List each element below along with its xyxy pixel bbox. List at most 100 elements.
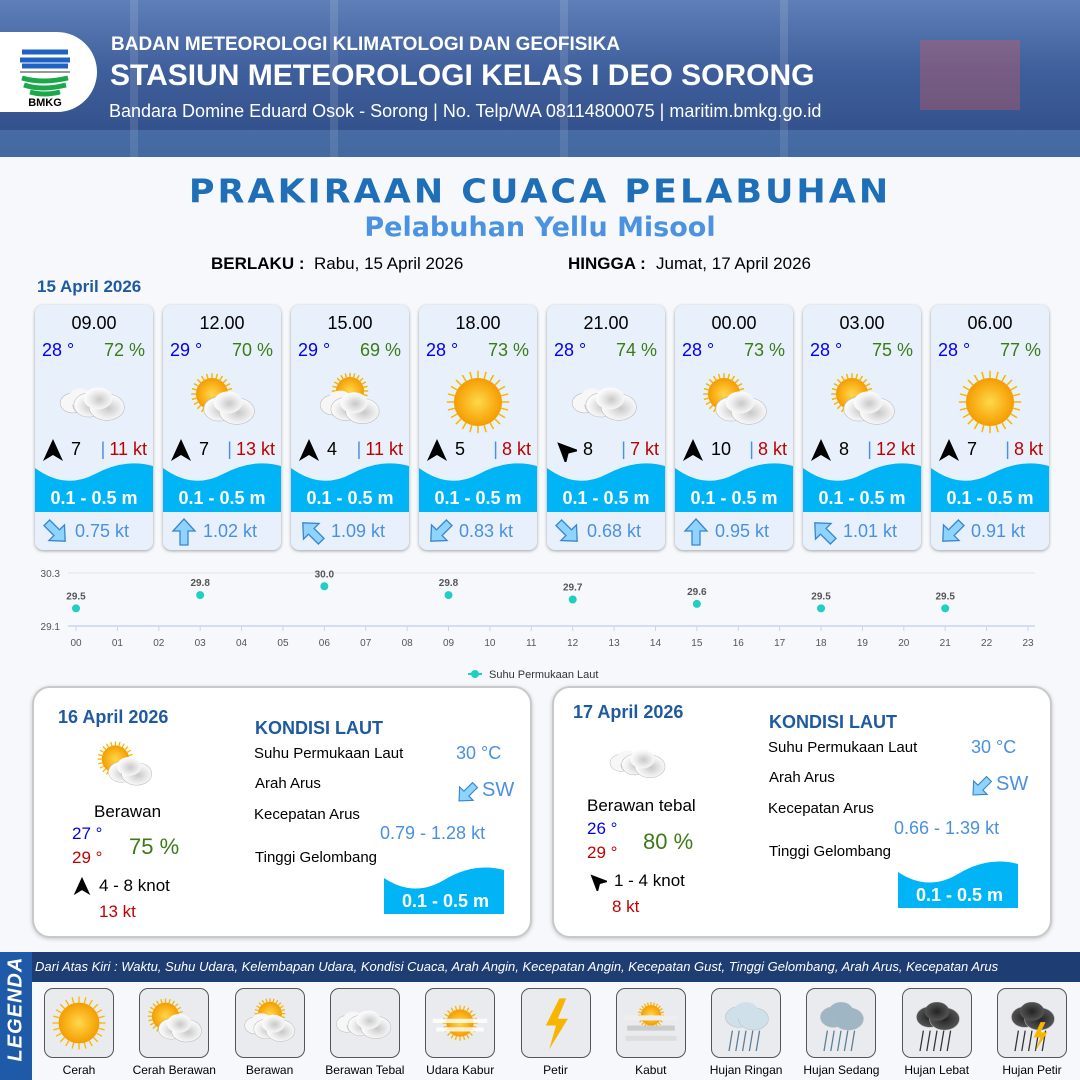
x-tick-label: 19: [857, 638, 869, 649]
card-gust-value: 11 kt: [365, 439, 403, 459]
wave-icon: [547, 463, 665, 512]
cloud-shape: [73, 387, 125, 421]
day3-wave-label: Tinggi Gelombang: [769, 843, 892, 860]
separator: |: [621, 439, 626, 459]
card-wave-height: 0.1 - 0.5 m: [690, 488, 778, 508]
data-label: 29.8: [190, 578, 210, 589]
day2-wave-label: Tinggi Gelombang: [255, 849, 378, 866]
forecast-card-12.00: 12.00 29 ° 70 % 7 | 13 kt 0.1 - 0.5 m 1.0…: [163, 305, 281, 550]
day3-current-speed: 0.66 - 1.39 kt: [894, 818, 1000, 838]
current-direction-icon: [41, 517, 71, 547]
x-tick-label: 14: [650, 638, 662, 649]
day3-weather-label: Berawan tebal: [587, 796, 696, 815]
card-time: 09.00: [71, 313, 117, 333]
separator: |: [1005, 439, 1010, 459]
x-tick-label: 16: [733, 638, 745, 649]
cloud-shape: [253, 1014, 295, 1042]
wind-direction-icon: [681, 438, 705, 462]
legend-item-label: Hujan Sedang: [803, 1063, 880, 1077]
day3-wind-speed: 1 - 4 knot: [614, 871, 685, 890]
card-current-speed: 0.68 kt: [587, 521, 642, 541]
cloud-shape: [725, 1002, 769, 1031]
data-point: [444, 591, 453, 600]
current-direction-icon: [553, 517, 583, 547]
x-tick-label: 09: [443, 638, 455, 649]
port-name: Pelabuhan Yellu Misool: [364, 212, 716, 243]
x-tick-label: 08: [402, 638, 414, 649]
separator: |: [227, 439, 232, 459]
x-tick-label: 11: [526, 638, 537, 649]
day2-weather-label: Berawan: [94, 802, 162, 821]
card-gust-value: 12 kt: [875, 439, 915, 459]
card-humidity: 69 %: [359, 340, 401, 360]
legend-item-label: Cerah: [62, 1063, 96, 1077]
card-gust: | 11 kt: [357, 439, 403, 460]
card-gust-value: 13 kt: [235, 439, 275, 459]
x-tick-label: 22: [981, 638, 993, 649]
forecast-card-06.00: 06.00 28 ° 77 % 7 | 8 kt 0.1 - 0.5 m 0.91…: [931, 305, 1049, 550]
day3-sea-title: KONDISI LAUT: [769, 712, 897, 732]
sun-shape: [52, 996, 106, 1050]
card-gust: | 11 kt: [101, 439, 147, 460]
day2-wave-height: 0.1 - 0.5 m: [402, 891, 490, 911]
sun-shape: [637, 1002, 665, 1029]
card-humidity: 73 %: [487, 340, 529, 360]
card-current-speed: 0.83 kt: [459, 521, 514, 541]
cloud-shape: [915, 1002, 960, 1031]
card-gust-value: 11 kt: [109, 439, 147, 459]
legend-item-label: Hujan Lebat: [904, 1063, 970, 1077]
cloud-shape: [108, 756, 153, 786]
petir-icon: [520, 988, 591, 1058]
berawan-icon: [234, 988, 305, 1058]
legend-item-label: Berawan Tebal: [325, 1063, 405, 1077]
station-contact: Bandara Domine Eduard Osok - Sorong | No…: [109, 101, 822, 121]
card-humidity: 74 %: [615, 340, 657, 360]
legend-item-label: Udara Kabur: [426, 1063, 495, 1077]
card-wind-speed: 7: [71, 439, 82, 459]
day3-humidity: 80 %: [643, 829, 694, 854]
wind-direction-icon: [937, 438, 961, 462]
wave-icon: [35, 463, 153, 512]
day3-dir-label: Arah Arus: [769, 769, 835, 786]
forecast-card-00.00: 00.00 28 ° 73 % 10 | 8 kt 0.1 - 0.5 m 0.9…: [675, 305, 793, 550]
hujan-lebat-icon: [901, 988, 972, 1058]
station-name: STASIUN METEOROLOGI KELAS I DEO SORONG: [110, 59, 815, 92]
day2-date: 16 April 2026: [58, 707, 169, 727]
data-label: 29.8: [439, 578, 459, 589]
day3-date: 17 April 2026: [573, 702, 684, 722]
cerah-berawan-icon: [182, 367, 262, 437]
wave-icon: [803, 463, 921, 512]
wave-icon: [419, 463, 537, 512]
card-wave-height: 0.1 - 0.5 m: [818, 488, 906, 508]
x-tick-label: 05: [277, 638, 289, 649]
card-wind-speed: 8: [839, 439, 850, 459]
forecast-card-21.00: 21.00 28 ° 74 % 8 | 7 kt 0.1 - 0.5 m 0.68…: [547, 305, 665, 550]
day2-panel: 16 April 2026 Berawan 27 ° 29 ° 75 % 4 -…: [32, 686, 532, 938]
data-point: [568, 595, 577, 604]
cloud-shape: [330, 392, 380, 424]
data-label: 29.7: [563, 583, 583, 594]
cloud-shape: [621, 749, 666, 779]
day1-date: 15 April 2026: [37, 277, 142, 296]
forecast-card-09.00: 09.00 28 ° 72 % 7 | 11 kt 0.1 - 0.5 m 0.7…: [35, 305, 153, 550]
wave-icon: [163, 463, 281, 512]
card-temperature: 28 °: [554, 340, 587, 360]
card-gust-value: 8 kt: [757, 439, 787, 459]
x-tick-label: 01: [112, 638, 124, 649]
day2-current-dir: SW: [482, 779, 515, 801]
day3-gust: 8 kt: [612, 897, 640, 916]
berawan-tebal-icon: [329, 988, 400, 1058]
legend-item-label: Kabut: [635, 1063, 667, 1077]
card-current-speed: 1.09 kt: [331, 521, 386, 541]
card-current-speed: 1.01 kt: [843, 521, 898, 541]
card-time: 00.00: [711, 313, 757, 333]
card-wind-speed: 8: [583, 439, 594, 459]
hujan-petir-icon: [997, 988, 1067, 1058]
forecast-card-18.00: 18.00 28 ° 73 % 5 | 8 kt 0.1 - 0.5 m 0.83…: [419, 305, 537, 550]
cloud-shape: [585, 387, 637, 421]
data-label: 29.5: [935, 591, 955, 602]
cerah-icon: [44, 988, 114, 1058]
legend-item-label: Hujan Petir: [1002, 1063, 1062, 1077]
valid-to-label: HINGGA :: [568, 254, 646, 273]
header-banner: BMKG BADAN METEOROLOGI KLIMATOLOGI DAN G…: [0, 0, 1080, 157]
